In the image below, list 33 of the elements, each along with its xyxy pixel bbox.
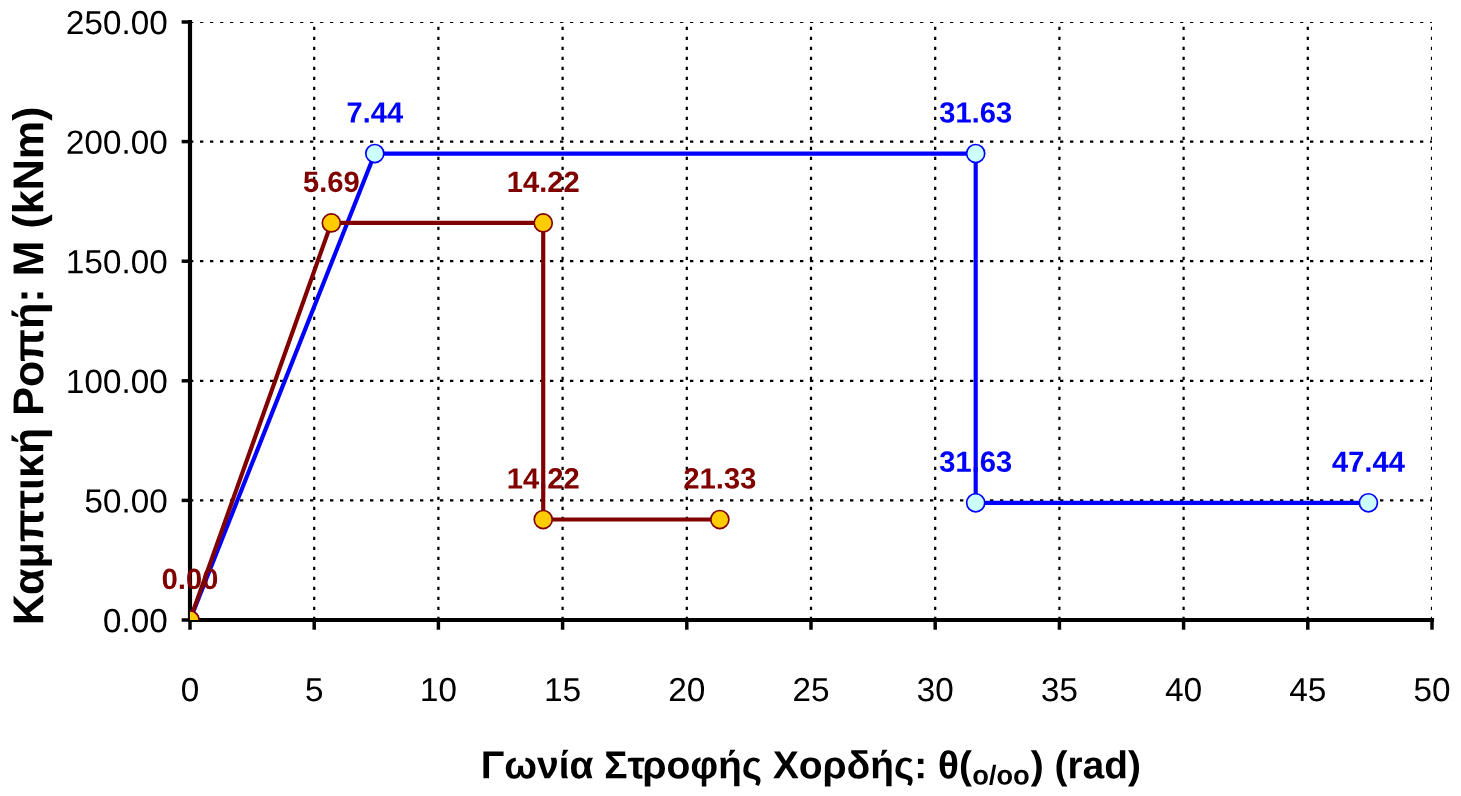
y-tick-label: 0.00 [104,608,167,633]
point [533,509,554,530]
x-tick-label: 40 [1165,677,1201,702]
x-tick-label: 25 [794,677,829,702]
point [709,509,730,530]
x-tick-label: 30 [917,677,953,702]
annotation: 5.69 [303,171,359,193]
annotation: 21.33 [684,468,756,489]
x-tick-label: 15 [546,678,580,702]
x-tick-label: 50 [1414,677,1450,702]
x-tick-label: 35 [1042,677,1077,702]
x-tick-label: 0 [182,677,198,702]
point [965,492,986,513]
point [364,143,385,164]
y-tick-label: 200.00 [67,130,167,155]
annotation: 14.22 [508,171,579,192]
annotation: 31.63 [939,102,1012,123]
point [965,143,986,164]
point [321,213,342,233]
x-tick-label: 45 [1290,678,1325,702]
y-tick-label: 250.00 [67,10,167,35]
x-tick-label: 5 [306,678,323,702]
annotation: 47.44 [1332,451,1405,472]
annotation: 7.44 [347,102,404,123]
y-tick-label: 100.00 [68,369,167,394]
x-axis-title: Γωνία Στροφής Χορδής: θ($_{o/oo}$) (rad) [483,749,1139,787]
y-tick-label: 50.00 [85,489,167,513]
x-tick-label: 20 [669,677,705,702]
y-axis-title: Καμπτική Ροπή: M (kNm) [11,108,53,623]
y-tick-label: 150.00 [68,250,167,274]
point [1358,492,1379,513]
x-tick-label: 10 [422,677,456,702]
point [533,213,554,233]
